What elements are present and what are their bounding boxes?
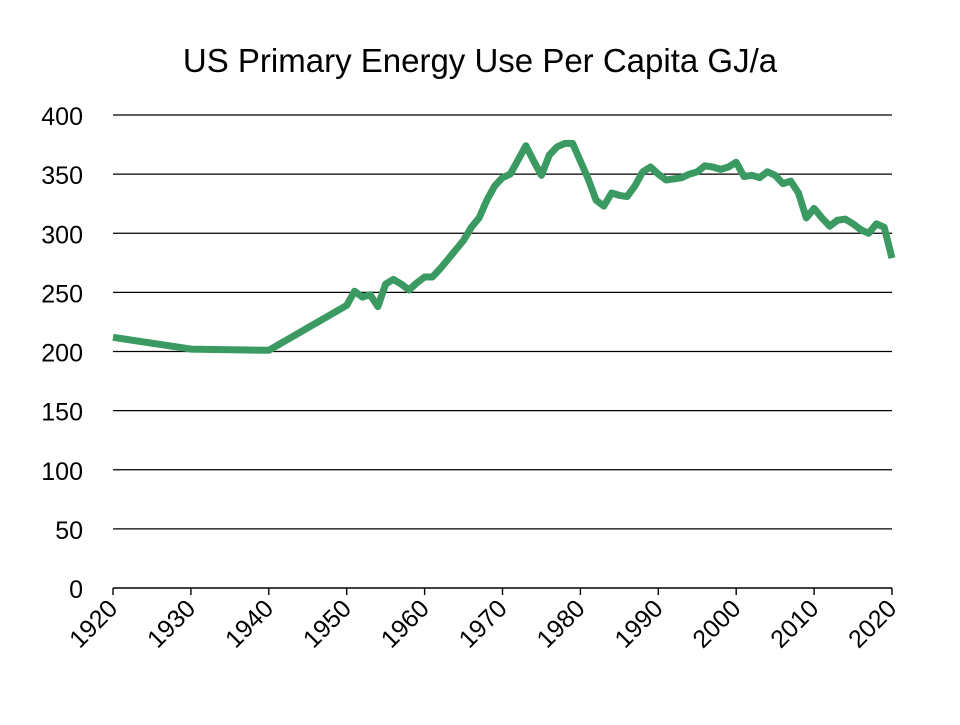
x-tick-label-1950: 1950 [298, 594, 357, 653]
x-tick-label-1990: 1990 [609, 594, 668, 653]
x-tick-label-2020: 2020 [843, 594, 902, 653]
y-tick-label-250: 250 [41, 280, 83, 308]
y-tick-label-0: 0 [69, 576, 83, 604]
x-tick-label-1930: 1930 [142, 594, 201, 653]
x-tick-label-2010: 2010 [765, 594, 824, 653]
x-tick-label-1960: 1960 [376, 594, 435, 653]
chart-title: US Primary Energy Use Per Capita GJ/a [0, 42, 960, 80]
x-tick-label-1970: 1970 [454, 594, 513, 653]
x-tick-label-1980: 1980 [532, 594, 591, 653]
y-tick-label-150: 150 [41, 399, 83, 427]
y-tick-label-200: 200 [41, 340, 83, 368]
y-tick-label-100: 100 [41, 458, 83, 486]
x-tick-label-2000: 2000 [687, 594, 746, 653]
y-tick-label-50: 50 [55, 517, 83, 545]
y-tick-label-350: 350 [41, 162, 83, 190]
y-tick-label-400: 400 [41, 103, 83, 131]
x-tick-label-1940: 1940 [220, 594, 279, 653]
y-tick-label-300: 300 [41, 221, 83, 249]
